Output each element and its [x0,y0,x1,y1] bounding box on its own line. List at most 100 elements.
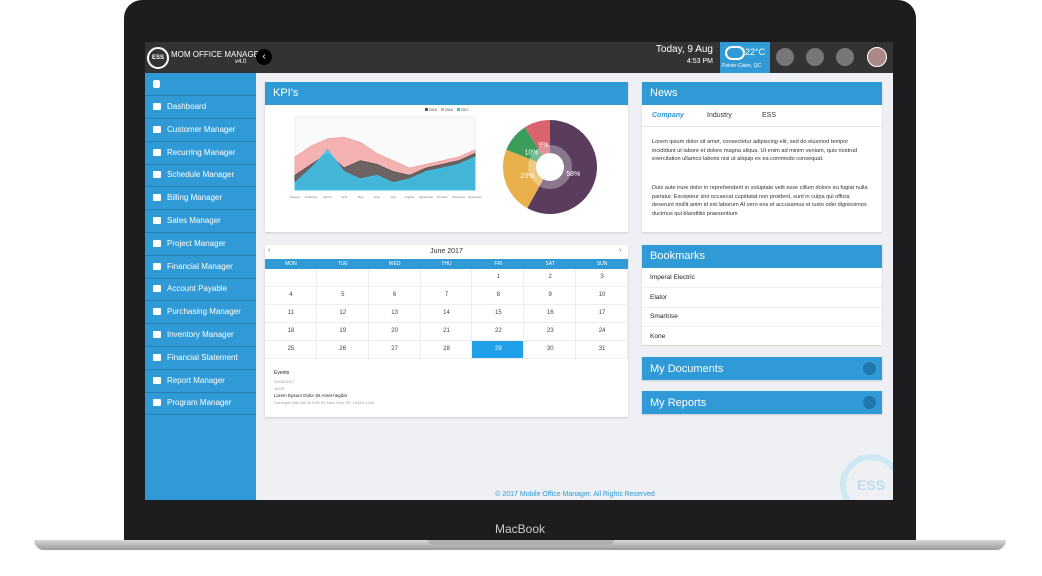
collapse-button[interactable]: ‹ [256,49,272,65]
temperature: 22°C [745,47,766,57]
avatar[interactable] [867,47,887,67]
menu-label: Inventory Manager [167,330,234,339]
collapsible-panel[interactable]: My Documents [642,357,882,380]
day-cell[interactable]: 27 [368,341,421,359]
day-cell[interactable] [265,269,317,287]
day-cell[interactable]: 11 [265,305,317,323]
panel-title: Bookmarks [642,245,882,268]
news-tab[interactable]: Company [652,112,684,119]
menu-label: Account Payable [167,284,228,294]
bookmark-item[interactable]: Smartrise [642,307,882,327]
x-tick-label: November [452,195,466,199]
news-tab[interactable]: Industry [707,112,732,119]
menu-item[interactable] [145,73,256,96]
menu-icon [153,399,161,407]
news-tab[interactable]: ESS [762,112,777,119]
day-cell[interactable]: 12 [316,305,369,323]
day-cell[interactable]: 18 [265,323,317,341]
day-cell[interactable] [420,269,473,287]
menu-item[interactable]: Report Manager [145,370,256,393]
day-number: 11 [287,310,295,316]
x-tick-label: August [405,195,415,199]
day-cell[interactable]: 10 [576,287,628,305]
day-cell[interactable]: 25 [265,341,317,359]
day-cell[interactable]: 4 [265,287,317,305]
day-cell[interactable]: 8 [472,287,525,305]
event-place: Carnegie Hall 152 W 57th St, New York, N… [274,400,375,405]
day-cell[interactable]: 30 [524,341,577,359]
menu-item[interactable]: Inventory Manager [145,324,256,347]
day-cell[interactable]: 29 [472,341,525,359]
day-number: 8 [496,292,501,298]
legend-label: 2016 [445,108,453,112]
laptop-base [34,540,1006,550]
day-number: 29 [495,346,502,352]
day-cell[interactable]: 7 [420,287,473,305]
menu-item[interactable]: Project Manager [145,233,256,256]
menu-item[interactable]: Program Manager [145,392,256,416]
menu-item[interactable]: Customer Manager [145,119,256,142]
bell-icon[interactable] [806,48,824,66]
calendar-panel: ‹ › June 2017 Events 22/06/2017 10:00 Lo… [265,245,628,417]
date: Today, 9 Aug [655,44,713,55]
collapse-icon[interactable] [863,396,876,409]
day-cell[interactable]: 13 [368,305,421,323]
menu-item[interactable]: Billing Manager [145,187,256,211]
day-cell[interactable]: 3 [576,269,628,287]
menu-icon [153,376,161,384]
day-cell[interactable]: 16 [524,305,577,323]
menu-item[interactable]: Financial Manager [145,256,256,279]
menu-item[interactable]: Purchasing Manager [145,301,256,325]
day-cell[interactable]: 20 [368,323,421,341]
day-number: 1 [496,274,501,280]
day-cell[interactable]: 6 [368,287,421,305]
day-cell[interactable]: 26 [316,341,369,359]
news-icon[interactable] [836,48,854,66]
legend-swatch [425,108,428,111]
day-cell[interactable]: 31 [576,341,628,359]
menu-label: Schedule Manager [167,170,235,180]
bookmark-item[interactable]: Elator [642,288,882,308]
bookmark-item[interactable]: Kone [642,327,882,347]
menu-item[interactable]: Recurring Manager [145,142,256,165]
day-cell[interactable]: 24 [576,323,628,341]
menu-item[interactable]: Financial Statement [145,347,256,370]
chat-icon[interactable] [776,48,794,66]
x-tick-label: April [341,195,347,199]
day-number: 3 [600,274,604,280]
pie-slice [506,127,543,162]
menu-item[interactable]: Account Payable [145,278,256,302]
bookmark-item[interactable]: Imperal Electric [642,268,882,288]
day-cell[interactable]: 1 [472,269,525,287]
day-cell[interactable]: 17 [576,305,628,323]
day-cell[interactable]: 5 [316,287,369,305]
menu-item[interactable]: Sales Manager [145,210,256,233]
panel-title: My Reports [650,397,707,409]
day-cell[interactable]: 15 [472,305,525,323]
prev-month[interactable]: ‹ [268,247,271,254]
version: v4.0 [235,59,247,65]
collapsible-panel[interactable]: My Reports [642,391,882,414]
menu-icon [153,217,161,224]
day-cell[interactable]: 2 [524,269,577,287]
weather-icon [725,46,745,60]
panel-title: KPI's [265,82,628,105]
day-cell[interactable]: 23 [524,323,577,341]
legend-label: 2015 [429,108,437,112]
next-month[interactable]: › [619,247,622,254]
pie-slice [527,120,597,214]
day-cell[interactable]: 14 [420,305,473,323]
event-name: Lorem Epsum Dolor Sit Amet hegdar [274,393,348,398]
day-cell[interactable]: 9 [524,287,577,305]
day-cell[interactable] [368,269,421,287]
kpi-charts: January February March April May June July Augu… [290,108,597,214]
menu-item[interactable]: Schedule Manager [145,164,256,188]
day-cell[interactable]: 22 [472,323,525,341]
day-cell[interactable]: 28 [420,341,473,359]
day-cell[interactable] [316,269,369,287]
day-cell[interactable]: 19 [316,323,369,341]
collapse-icon[interactable] [863,362,876,375]
day-cell[interactable]: 21 [420,323,473,341]
legend-swatch [441,108,444,111]
menu-item[interactable]: Dashboard [145,96,256,119]
